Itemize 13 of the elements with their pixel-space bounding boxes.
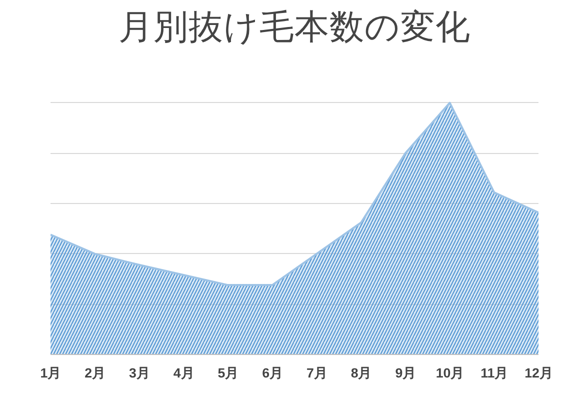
x-tick-label: 7月 [306,366,327,380]
x-tick-label: 2月 [84,366,106,380]
x-tick-label: 4月 [173,366,194,380]
x-tick-label: 3月 [129,366,150,380]
x-tick-label: 8月 [350,366,372,380]
x-tick-label: 10月 [436,366,464,380]
x-tick-label: 12月 [524,366,552,380]
x-tick-label: 11月 [480,366,508,380]
x-tick-label: 5月 [218,366,238,380]
x-tick-label: 9月 [395,366,416,380]
x-tick-label: 1月 [40,366,61,380]
x-tick-label: 6月 [262,366,283,380]
chart-title: 月別抜け毛本数の変化 [118,8,470,48]
